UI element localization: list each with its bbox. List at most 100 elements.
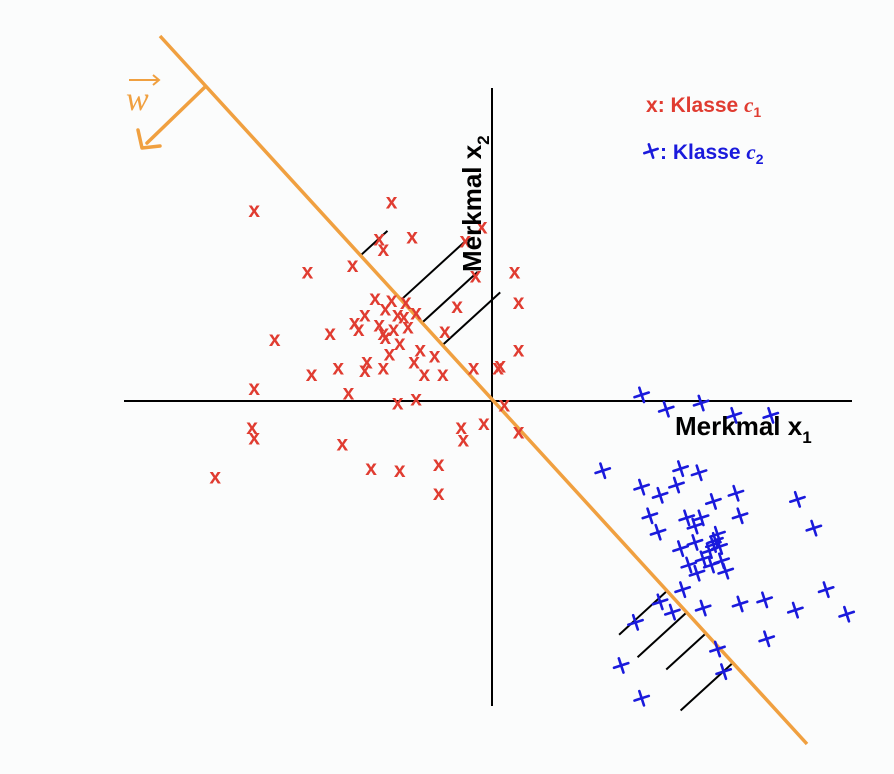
legend-class2: : Klasse c2	[643, 140, 764, 167]
class2-point	[717, 562, 735, 580]
class2-point	[727, 484, 745, 502]
class2-point	[633, 689, 651, 707]
class1-point: x	[394, 332, 406, 355]
svg-text:: Klasse c2: : Klasse c2	[660, 140, 764, 167]
projection-line	[665, 632, 707, 671]
projection-line	[421, 271, 479, 324]
class1-point: x	[398, 305, 410, 328]
class2-point	[633, 478, 651, 496]
class1-point: x	[433, 482, 445, 505]
projection-line	[636, 611, 688, 658]
class2-point	[686, 534, 704, 551]
class2-point	[711, 538, 728, 555]
class1-point: x	[337, 433, 349, 456]
class2-point	[707, 531, 724, 549]
w-vector-arrow	[136, 85, 207, 150]
class1-point: x	[324, 322, 336, 345]
class1-point: x	[343, 381, 355, 404]
class1-point: x	[365, 457, 377, 480]
class2-point	[627, 613, 644, 631]
w-vector-label: w	[126, 74, 161, 118]
class1-point: x	[209, 465, 221, 488]
class2-point	[715, 663, 733, 681]
class1-point: x	[384, 342, 396, 365]
projection-lines	[359, 230, 734, 712]
class2-point	[641, 507, 659, 525]
class1-point: x	[451, 295, 463, 318]
legend-class1: x: Klasse c1	[646, 93, 761, 120]
class1-point: x	[373, 314, 385, 337]
class1-point: x	[378, 238, 390, 261]
class2-point	[731, 595, 749, 613]
class2-point	[704, 493, 722, 510]
class1-point: x	[494, 355, 506, 378]
class1-point: x	[498, 394, 510, 417]
decision-boundary-line	[158, 34, 809, 746]
class1-point: x	[457, 428, 469, 451]
projection-line	[400, 240, 467, 301]
class1-point: x	[400, 291, 412, 314]
class1-point: x	[269, 328, 281, 351]
class1-point: x	[332, 357, 344, 380]
class2-point	[594, 462, 612, 480]
class1-point: x	[248, 199, 260, 222]
class1-point: x	[460, 230, 472, 253]
class1-point: x	[248, 426, 260, 449]
class1-point: x	[455, 416, 467, 439]
class2-point	[649, 523, 667, 541]
class2-point	[672, 540, 690, 558]
class2-point	[651, 593, 669, 611]
class1-point: x	[347, 254, 359, 277]
class1-point: x	[373, 228, 385, 251]
class1-point: x	[439, 320, 451, 343]
class1-point: x	[248, 377, 260, 400]
class1-point: x	[468, 357, 480, 380]
class2-point	[651, 486, 669, 504]
class1-point: x	[406, 226, 418, 249]
class1-point: x	[380, 297, 392, 320]
class2-point	[657, 400, 675, 418]
class2-point	[805, 519, 823, 537]
class2-points	[594, 386, 856, 707]
class2-point	[758, 630, 776, 648]
class2-point	[838, 605, 856, 623]
class1-point: x	[513, 420, 525, 443]
class2-point	[731, 507, 749, 525]
class2-point	[612, 657, 630, 674]
class1-point: x	[353, 318, 365, 341]
class2-point	[688, 564, 706, 582]
class2-point	[709, 640, 726, 658]
class2-point	[725, 406, 743, 424]
class1-point: x	[414, 338, 426, 361]
class1-point: x	[361, 351, 373, 374]
class2-point	[690, 464, 708, 482]
svg-text:w: w	[126, 81, 149, 118]
class2-point	[686, 517, 704, 535]
class1-point: x	[410, 301, 422, 324]
class1-point: x	[408, 351, 420, 374]
legend: x: Klasse c1 : Klasse c2	[643, 93, 764, 167]
class1-point: x	[433, 453, 445, 476]
class2-point	[668, 476, 685, 494]
class1-point: x	[359, 359, 371, 382]
class1-point: x	[386, 289, 398, 312]
class1-point: x	[378, 357, 390, 380]
x1-axis-label: Merkmal x1	[675, 411, 812, 447]
class1-point: x	[349, 312, 361, 335]
class2-point	[674, 581, 692, 599]
class2-point	[672, 460, 690, 478]
class2-point	[678, 509, 696, 527]
class1-point: x	[392, 303, 404, 326]
class1-point: x	[302, 260, 314, 283]
class1-point: x	[513, 291, 525, 314]
class2-point	[702, 556, 720, 574]
class1-point: x	[419, 363, 431, 386]
class1-point: x	[394, 459, 406, 482]
legend-class2-marker	[643, 143, 659, 159]
class1-point: x	[359, 303, 371, 326]
class1-point: x	[492, 357, 504, 380]
class2-point	[789, 490, 806, 508]
projection-line	[441, 291, 501, 346]
class1-point: x	[380, 326, 392, 349]
